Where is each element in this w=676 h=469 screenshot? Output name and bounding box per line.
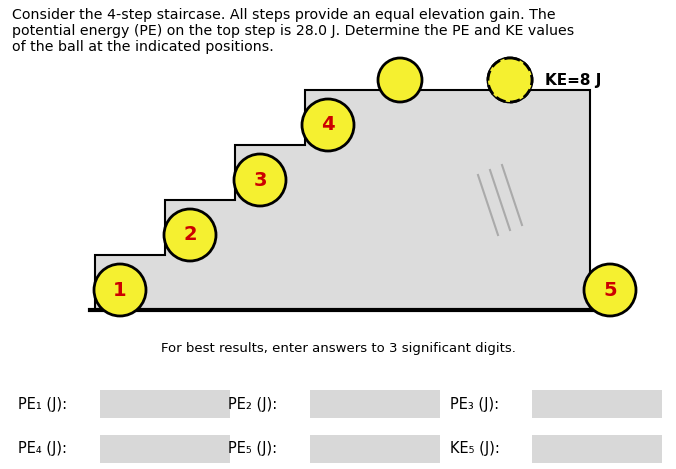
Bar bbox=[310, 435, 440, 463]
Text: KE₅ (J):: KE₅ (J): bbox=[450, 441, 500, 456]
Text: PE₁ (J):: PE₁ (J): bbox=[18, 396, 67, 411]
Circle shape bbox=[488, 58, 532, 102]
Text: 4: 4 bbox=[321, 115, 335, 135]
Bar bbox=[532, 435, 662, 463]
Text: PE₂ (J):: PE₂ (J): bbox=[228, 396, 277, 411]
Bar bbox=[310, 390, 440, 418]
Circle shape bbox=[94, 264, 146, 316]
Bar bbox=[100, 390, 230, 418]
Text: 3: 3 bbox=[254, 171, 267, 189]
Circle shape bbox=[378, 58, 422, 102]
Bar bbox=[100, 435, 230, 463]
Bar bbox=[532, 390, 662, 418]
Circle shape bbox=[234, 154, 286, 206]
Circle shape bbox=[164, 209, 216, 261]
Text: PE₃ (J):: PE₃ (J): bbox=[450, 396, 499, 411]
Text: PE₄ (J):: PE₄ (J): bbox=[18, 441, 67, 456]
Circle shape bbox=[488, 58, 532, 102]
Text: 5: 5 bbox=[603, 280, 617, 300]
Text: For best results, enter answers to 3 significant digits.: For best results, enter answers to 3 sig… bbox=[161, 342, 515, 355]
Text: Consider the 4-step staircase. All steps provide an equal elevation gain. The
po: Consider the 4-step staircase. All steps… bbox=[12, 8, 574, 54]
Text: PE₅ (J):: PE₅ (J): bbox=[228, 441, 277, 456]
Circle shape bbox=[302, 99, 354, 151]
Circle shape bbox=[584, 264, 636, 316]
Polygon shape bbox=[95, 90, 590, 310]
Text: 1: 1 bbox=[113, 280, 127, 300]
Text: 2: 2 bbox=[183, 226, 197, 244]
Text: KE=8 J: KE=8 J bbox=[545, 73, 602, 88]
